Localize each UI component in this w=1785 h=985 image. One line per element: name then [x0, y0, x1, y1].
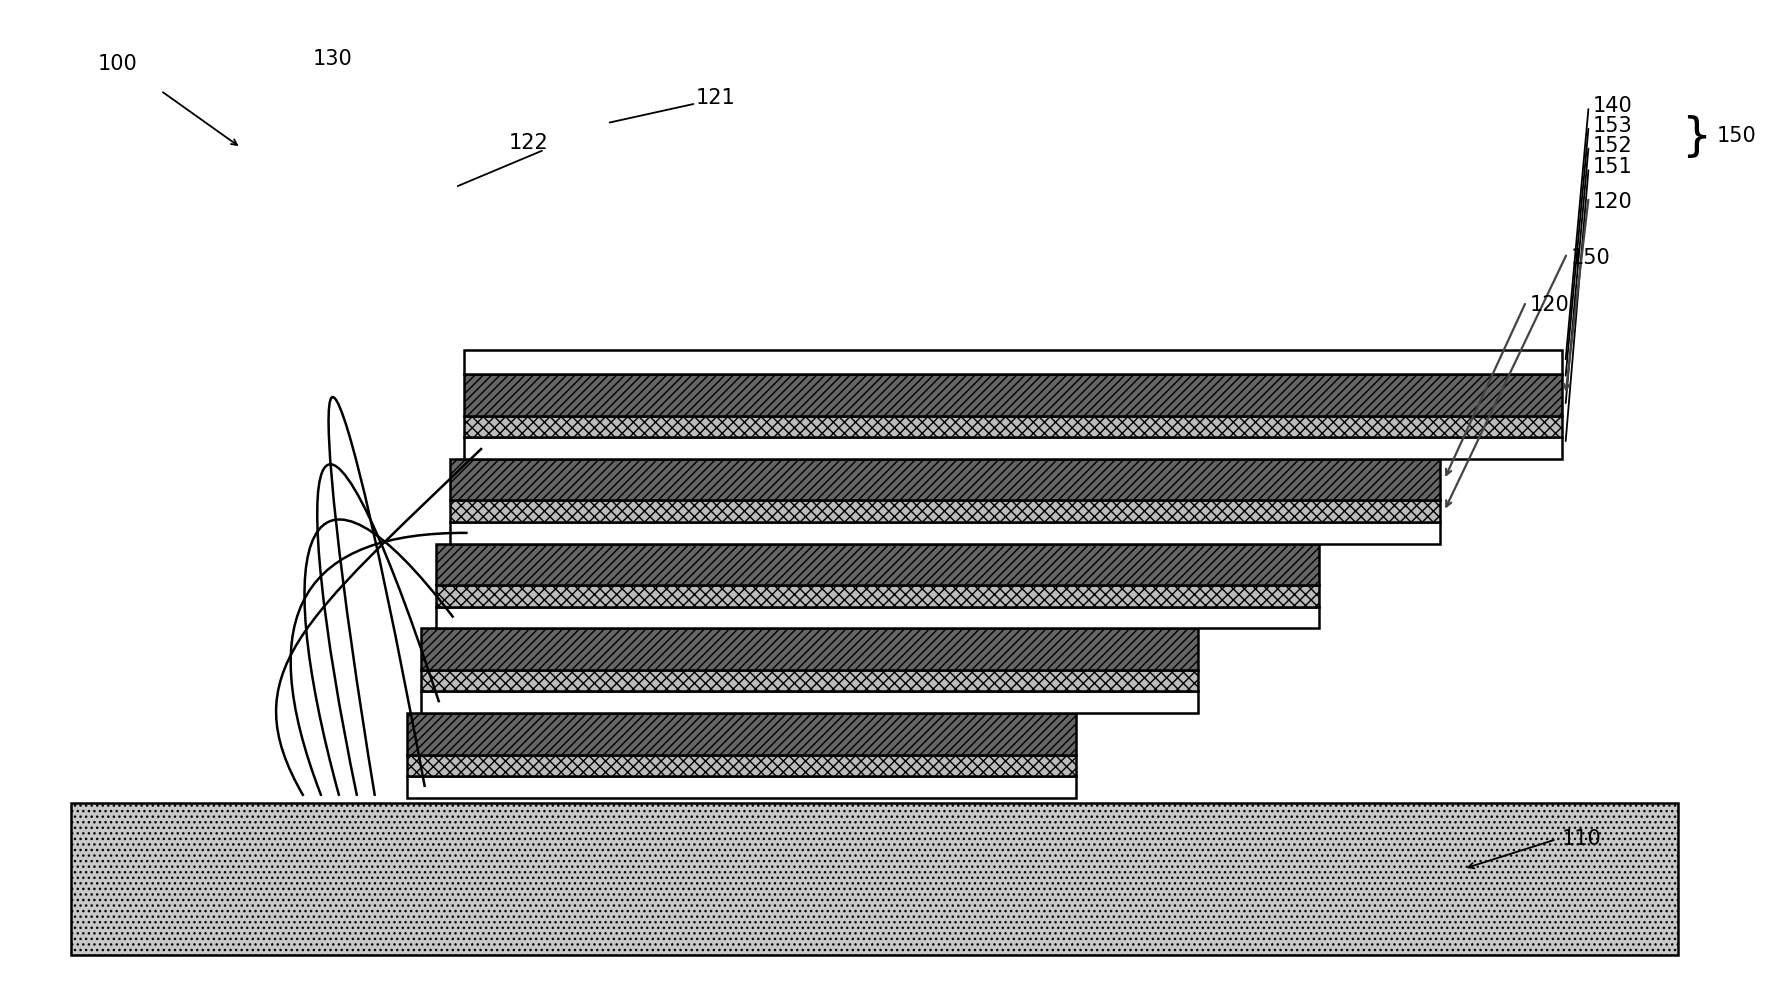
Text: 152: 152: [1592, 136, 1631, 156]
Text: 120: 120: [1592, 192, 1631, 212]
Text: 120: 120: [1530, 296, 1569, 315]
Text: 122: 122: [509, 133, 548, 153]
Text: 130: 130: [312, 49, 352, 69]
Text: 150: 150: [1717, 126, 1756, 146]
Bar: [464, 416, 1562, 437]
Text: 100: 100: [98, 54, 137, 74]
Bar: [436, 585, 1319, 607]
Bar: [450, 500, 1440, 522]
Bar: [450, 459, 1440, 500]
Bar: [464, 437, 1562, 459]
Text: 140: 140: [1592, 97, 1631, 116]
Text: 151: 151: [1592, 158, 1631, 177]
Text: 153: 153: [1592, 116, 1631, 136]
Text: 121: 121: [696, 89, 735, 108]
Bar: [71, 803, 1678, 955]
Bar: [421, 670, 1198, 691]
Bar: [407, 713, 1076, 755]
Bar: [436, 607, 1319, 628]
Bar: [436, 544, 1319, 585]
Bar: [421, 691, 1198, 713]
Bar: [450, 522, 1440, 544]
Text: }: }: [1681, 115, 1712, 161]
Text: 150: 150: [1571, 248, 1610, 268]
Bar: [464, 350, 1562, 374]
Bar: [421, 628, 1198, 670]
Text: 110: 110: [1562, 829, 1601, 849]
Bar: [407, 755, 1076, 776]
Bar: [407, 776, 1076, 798]
Bar: [464, 374, 1562, 416]
